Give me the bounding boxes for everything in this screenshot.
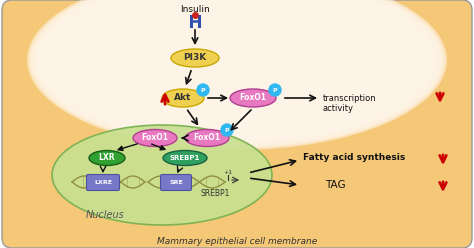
Ellipse shape xyxy=(63,0,411,124)
Ellipse shape xyxy=(230,89,276,107)
Ellipse shape xyxy=(52,125,272,225)
Ellipse shape xyxy=(46,0,428,136)
Ellipse shape xyxy=(48,0,426,135)
Ellipse shape xyxy=(163,151,207,165)
Ellipse shape xyxy=(77,6,397,114)
Ellipse shape xyxy=(40,0,434,141)
Text: Fatty acid synthesis: Fatty acid synthesis xyxy=(303,153,405,161)
Text: P: P xyxy=(201,88,205,93)
Text: LXR: LXR xyxy=(99,154,115,162)
FancyBboxPatch shape xyxy=(161,175,191,190)
Text: FoxO1: FoxO1 xyxy=(239,93,266,102)
Ellipse shape xyxy=(67,0,407,122)
Ellipse shape xyxy=(185,129,229,147)
Circle shape xyxy=(197,84,209,96)
Ellipse shape xyxy=(37,0,437,143)
Text: Akt: Akt xyxy=(174,93,191,102)
FancyBboxPatch shape xyxy=(86,175,119,190)
Ellipse shape xyxy=(84,10,390,110)
Ellipse shape xyxy=(65,0,409,123)
Ellipse shape xyxy=(133,129,177,147)
Text: P: P xyxy=(225,127,229,132)
Ellipse shape xyxy=(82,9,392,111)
Text: Nucleus: Nucleus xyxy=(86,210,124,220)
Text: FoxO1: FoxO1 xyxy=(142,133,168,143)
Text: P: P xyxy=(273,88,277,93)
Ellipse shape xyxy=(31,0,443,147)
Ellipse shape xyxy=(33,0,441,146)
Circle shape xyxy=(269,84,281,96)
Ellipse shape xyxy=(89,151,125,165)
Text: TAG: TAG xyxy=(325,180,346,190)
Ellipse shape xyxy=(58,0,416,127)
Ellipse shape xyxy=(171,49,219,67)
Ellipse shape xyxy=(36,0,438,144)
Ellipse shape xyxy=(27,0,447,150)
Ellipse shape xyxy=(56,0,418,129)
Ellipse shape xyxy=(75,4,399,116)
Ellipse shape xyxy=(71,1,403,119)
Ellipse shape xyxy=(162,89,204,107)
Text: SRE: SRE xyxy=(169,180,183,185)
Ellipse shape xyxy=(73,3,401,117)
Ellipse shape xyxy=(44,0,430,138)
Ellipse shape xyxy=(42,0,432,139)
Text: LXRE: LXRE xyxy=(94,180,112,185)
Text: +1: +1 xyxy=(223,169,233,175)
Text: SREBP1: SREBP1 xyxy=(170,155,200,161)
Ellipse shape xyxy=(61,0,413,126)
Text: PI3K: PI3K xyxy=(183,54,207,62)
Ellipse shape xyxy=(69,0,405,120)
Ellipse shape xyxy=(52,0,422,132)
Ellipse shape xyxy=(50,0,424,133)
Circle shape xyxy=(221,124,233,136)
Text: FoxO1: FoxO1 xyxy=(193,133,220,143)
Text: SREBP1: SREBP1 xyxy=(201,188,230,197)
Ellipse shape xyxy=(80,7,394,113)
Text: transcription
activity: transcription activity xyxy=(323,94,377,113)
Text: Insulin: Insulin xyxy=(180,4,210,13)
Ellipse shape xyxy=(55,0,419,130)
Text: Mammary epithelial cell membrane: Mammary epithelial cell membrane xyxy=(157,238,317,247)
Ellipse shape xyxy=(29,0,445,149)
